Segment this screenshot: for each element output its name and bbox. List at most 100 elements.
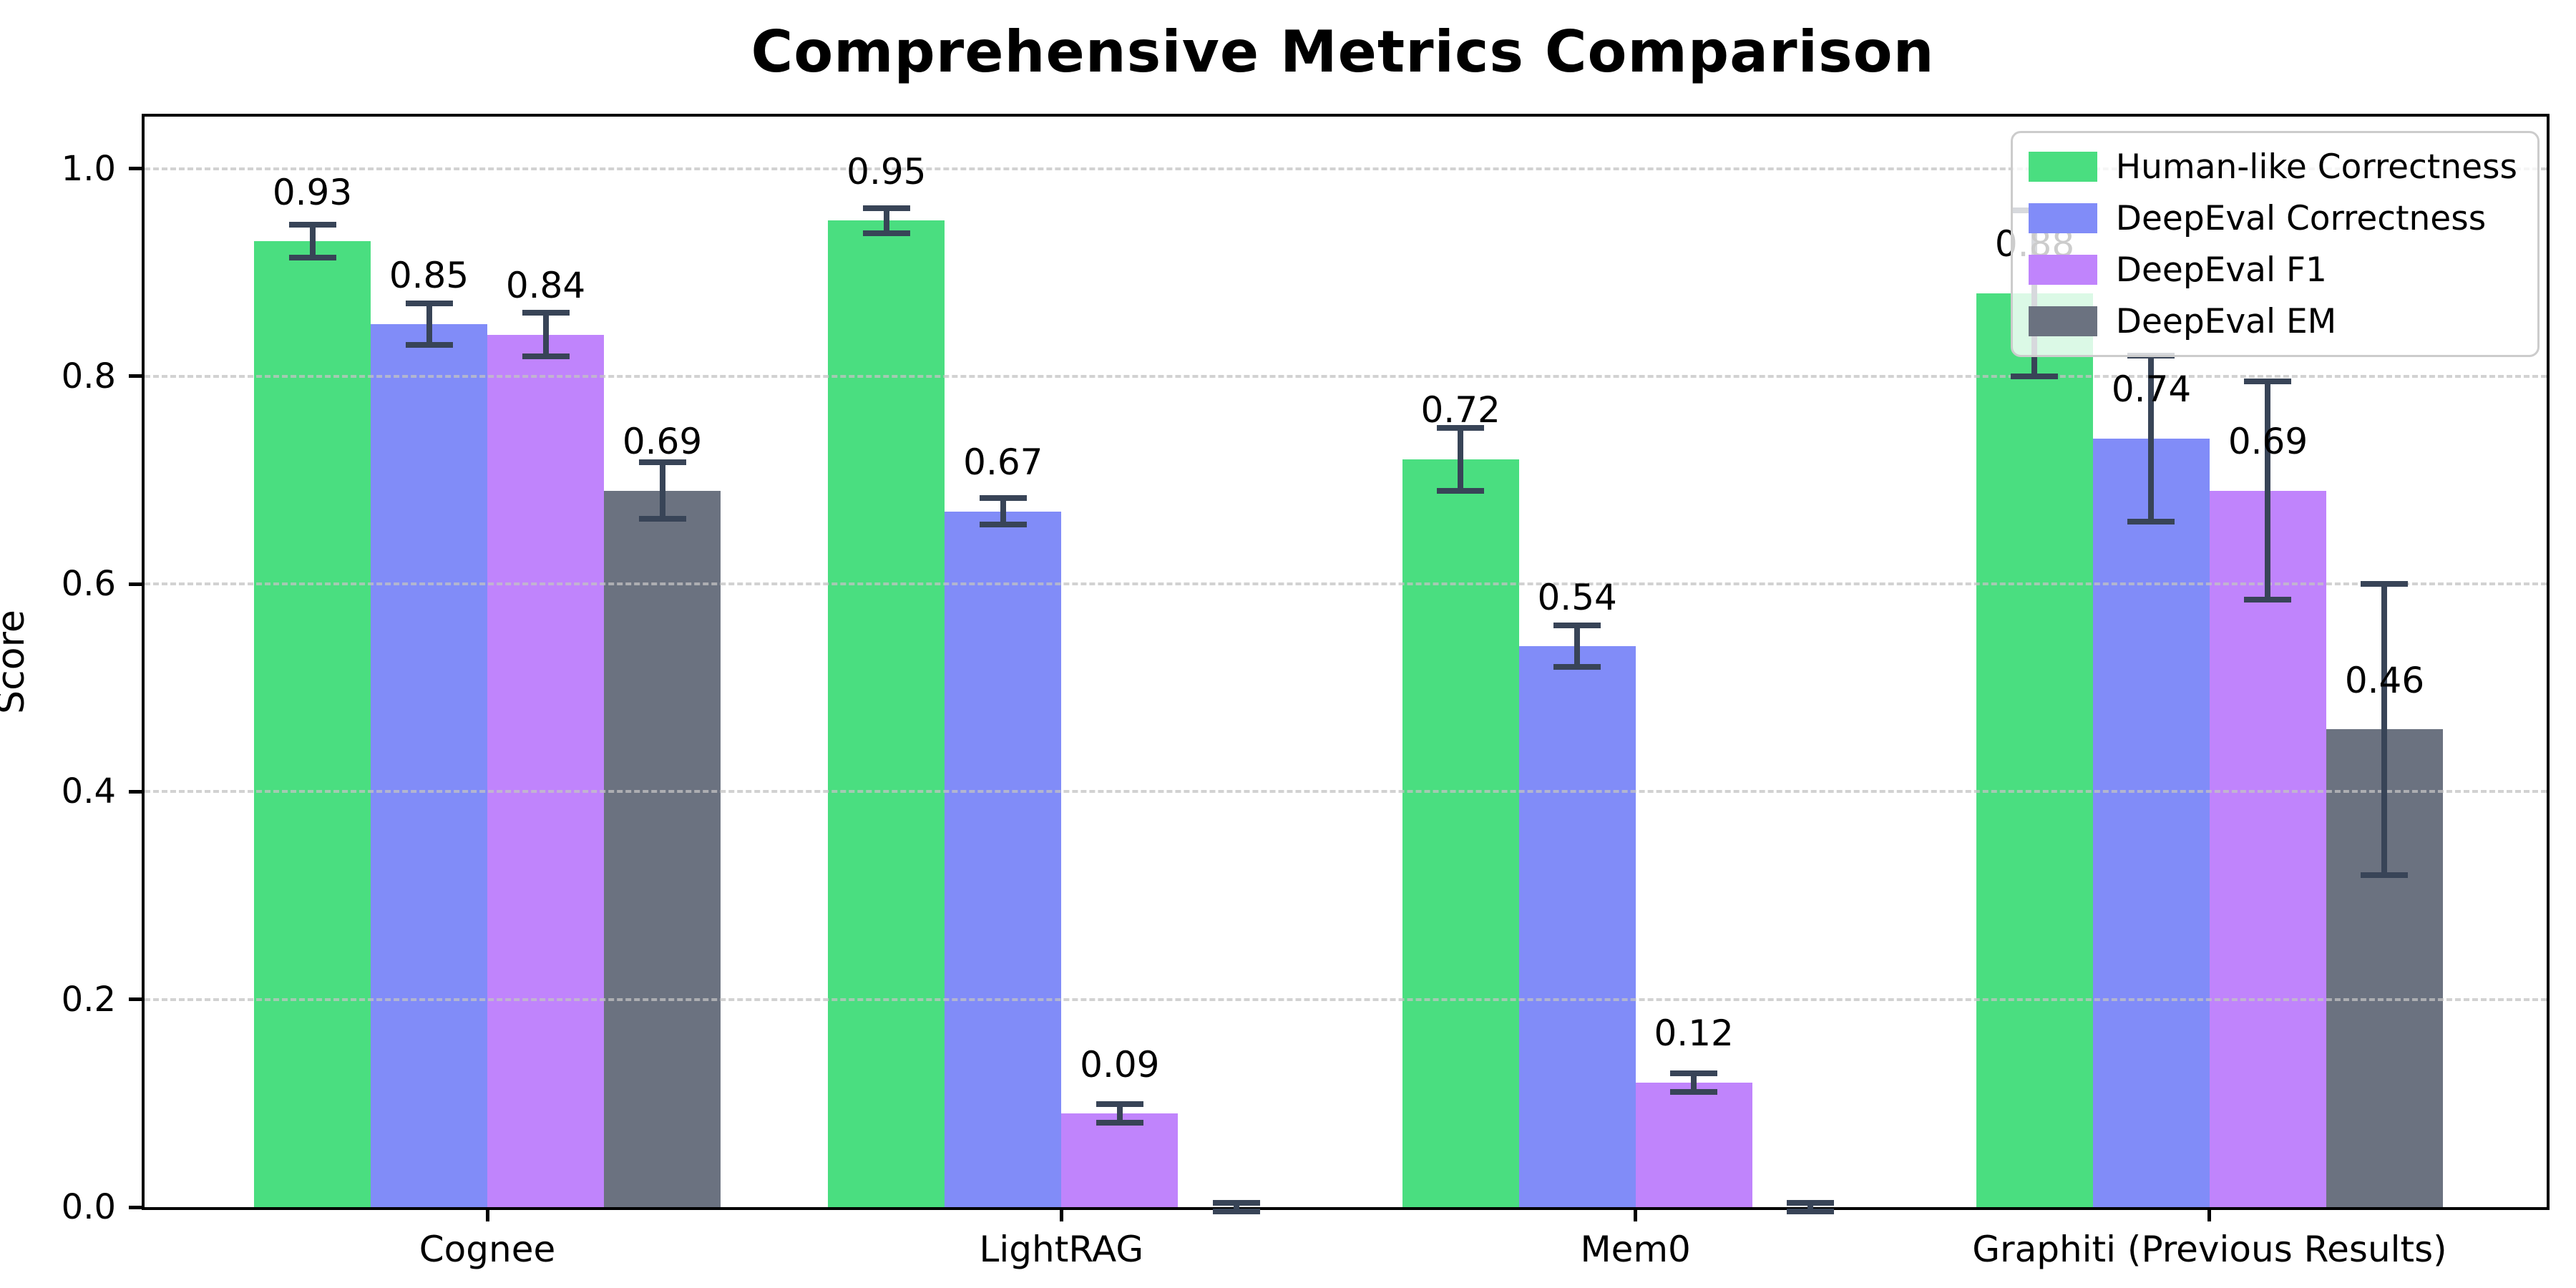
error-cap-bottom-lightrag-human-like-correctness: [862, 230, 910, 236]
error-cap-top-lightrag-deepeval-em: [1212, 1200, 1260, 1206]
error-bar-cognee-deepeval-em: [659, 462, 665, 519]
bar-graphiti-previous-results-deepeval-f1: [2209, 490, 2326, 1207]
gridline-0.4: [145, 790, 2547, 794]
legend-item-deepeval-correctness: DeepEval Correctness: [2028, 197, 2517, 239]
value-label-lightrag-deepeval-f1: 0.09: [1080, 1043, 1160, 1085]
error-bar-cognee-deepeval-correctness: [426, 303, 432, 346]
x-tick-graphiti-previous-results: [2207, 1207, 2212, 1221]
x-tick-label-cognee: Cognee: [419, 1229, 556, 1270]
y-tick-0.0: [129, 1205, 142, 1209]
error-cap-bottom-graphiti-previous-results-deepeval-f1: [2244, 596, 2292, 602]
gridline-0.2: [145, 997, 2547, 1001]
error-cap-top-cognee-human-like-correctness: [288, 221, 336, 228]
legend-label-deepeval-em: DeepEval EM: [2115, 301, 2337, 341]
bar-lightrag-deepeval-correctness: [945, 511, 1062, 1207]
bar-graphiti-previous-results-human-like-correctness: [1976, 293, 2093, 1207]
error-cap-top-mem0-human-like-correctness: [1437, 425, 1485, 431]
error-cap-bottom-mem0-deepeval-correctness: [1553, 664, 1601, 670]
y-tick-1.0: [129, 167, 142, 171]
error-bar-mem0-deepeval-correctness: [1574, 625, 1581, 668]
legend-label-human-like-correctness: Human-like Correctness: [2115, 147, 2517, 187]
error-cap-bottom-graphiti-previous-results-deepeval-correctness: [2127, 519, 2175, 525]
value-label-mem0-deepeval-correctness: 0.54: [1537, 576, 1617, 618]
error-bar-mem0-human-like-correctness: [1458, 428, 1464, 491]
error-cap-bottom-graphiti-previous-results-deepeval-em: [2361, 872, 2409, 878]
error-bar-cognee-deepeval-f1: [542, 313, 549, 357]
error-cap-top-mem0-deepeval-f1: [1670, 1070, 1718, 1076]
chart-title: Comprehensive Metrics Comparison: [751, 19, 1935, 85]
gridline-0.6: [145, 582, 2547, 586]
error-bar-lightrag-deepeval-correctness: [1000, 497, 1006, 525]
legend-label-deepeval-correctness: DeepEval Correctness: [2115, 198, 2487, 238]
y-tick-label-0.4: 0.4: [61, 771, 116, 812]
y-tick-label-1.0: 1.0: [61, 148, 116, 189]
y-tick-label-0.0: 0.0: [61, 1187, 116, 1227]
y-tick-label-0.8: 0.8: [61, 356, 116, 396]
error-bar-lightrag-deepeval-em: [1233, 1203, 1239, 1211]
error-cap-top-lightrag-human-like-correctness: [862, 205, 910, 211]
value-label-graphiti-previous-results-deepeval-f1: 0.69: [2228, 420, 2308, 462]
error-bar-mem0-deepeval-f1: [1691, 1073, 1697, 1092]
bar-cognee-deepeval-f1: [487, 334, 604, 1207]
error-bar-lightrag-deepeval-f1: [1116, 1104, 1123, 1123]
bar-cognee-human-like-correctness: [254, 241, 371, 1207]
plot-area: Score Human-like Correctness DeepEval Cor…: [0, 114, 2550, 1267]
x-tick-label-lightrag: LightRAG: [979, 1229, 1144, 1270]
bar-mem0-deepeval-correctness: [1518, 646, 1636, 1207]
x-tick-lightrag: [1059, 1207, 1063, 1221]
value-label-cognee-human-like-correctness: 0.93: [272, 171, 353, 213]
bar-mem0-human-like-correctness: [1402, 459, 1519, 1207]
error-cap-bottom-mem0-human-like-correctness: [1437, 487, 1485, 494]
error-cap-bottom-cognee-deepeval-correctness: [405, 342, 453, 348]
error-cap-bottom-lightrag-deepeval-f1: [1096, 1120, 1143, 1126]
bar-lightrag-deepeval-f1: [1061, 1113, 1179, 1207]
bar-lightrag-human-like-correctness: [828, 220, 945, 1207]
error-cap-top-mem0-deepeval-correctness: [1553, 623, 1601, 629]
value-label-mem0-human-like-correctness: 0.72: [1420, 389, 1501, 431]
bar-cognee-deepeval-correctness: [371, 324, 487, 1207]
y-tick-0.4: [129, 789, 142, 794]
error-cap-bottom-lightrag-deepeval-correctness: [979, 522, 1027, 528]
error-cap-bottom-lightrag-deepeval-em: [1212, 1208, 1260, 1214]
legend-swatch-deepeval-correctness: [2028, 203, 2097, 233]
value-label-lightrag-human-like-correctness: 0.95: [847, 150, 927, 192]
error-bar-graphiti-previous-results-deepeval-f1: [2265, 381, 2271, 600]
x-tick-label-graphiti-previous-results: Graphiti (Previous Results): [1972, 1229, 2447, 1270]
value-label-cognee-deepeval-f1: 0.84: [505, 265, 586, 307]
gridline-0.8: [145, 374, 2547, 378]
x-tick-cognee: [485, 1207, 489, 1221]
legend-item-deepeval-em: DeepEval EM: [2028, 301, 2517, 342]
legend-swatch-deepeval-f1: [2028, 255, 2097, 285]
error-bar-lightrag-human-like-correctness: [883, 208, 889, 233]
error-cap-bottom-mem0-deepeval-f1: [1670, 1088, 1718, 1095]
legend-item-human-like-correctness: Human-like Correctness: [2028, 146, 2517, 187]
bar-mem0-deepeval-f1: [1635, 1082, 1752, 1207]
legend-swatch-deepeval-em: [2028, 306, 2097, 336]
error-cap-bottom-cognee-deepeval-em: [638, 515, 686, 522]
bar-cognee-deepeval-em: [604, 490, 721, 1207]
value-label-graphiti-previous-results-deepeval-em: 0.46: [2344, 659, 2425, 701]
error-bar-mem0-deepeval-em: [1807, 1203, 1814, 1211]
error-cap-top-cognee-deepeval-correctness: [405, 301, 453, 307]
y-tick-0.6: [129, 582, 142, 586]
error-cap-bottom-mem0-deepeval-em: [1787, 1208, 1835, 1214]
legend-label-deepeval-f1: DeepEval F1: [2115, 250, 2327, 290]
error-cap-bottom-cognee-human-like-correctness: [288, 255, 336, 261]
x-tick-mem0: [1634, 1207, 1638, 1221]
error-bar-cognee-human-like-correctness: [309, 224, 316, 258]
bar-graphiti-previous-results-deepeval-correctness: [2092, 438, 2210, 1207]
x-tick-label-mem0: Mem0: [1580, 1229, 1691, 1270]
gridline-1.0: [145, 167, 2547, 170]
legend: Human-like Correctness DeepEval Correctne…: [2010, 131, 2540, 357]
error-cap-top-graphiti-previous-results-deepeval-em: [2361, 581, 2409, 587]
y-axis-label: Score: [0, 610, 33, 714]
y-tick-0.8: [129, 374, 142, 379]
error-cap-bottom-cognee-deepeval-f1: [522, 353, 570, 360]
error-cap-top-mem0-deepeval-em: [1787, 1200, 1835, 1206]
error-cap-top-lightrag-deepeval-f1: [1096, 1101, 1143, 1108]
value-label-graphiti-previous-results-deepeval-correctness: 0.74: [2111, 369, 2192, 411]
legend-item-deepeval-f1: DeepEval F1: [2028, 249, 2517, 291]
error-cap-top-graphiti-previous-results-deepeval-f1: [2244, 379, 2292, 385]
error-cap-top-cognee-deepeval-f1: [522, 310, 570, 316]
error-cap-bottom-graphiti-previous-results-human-like-correctness: [2011, 373, 2059, 379]
